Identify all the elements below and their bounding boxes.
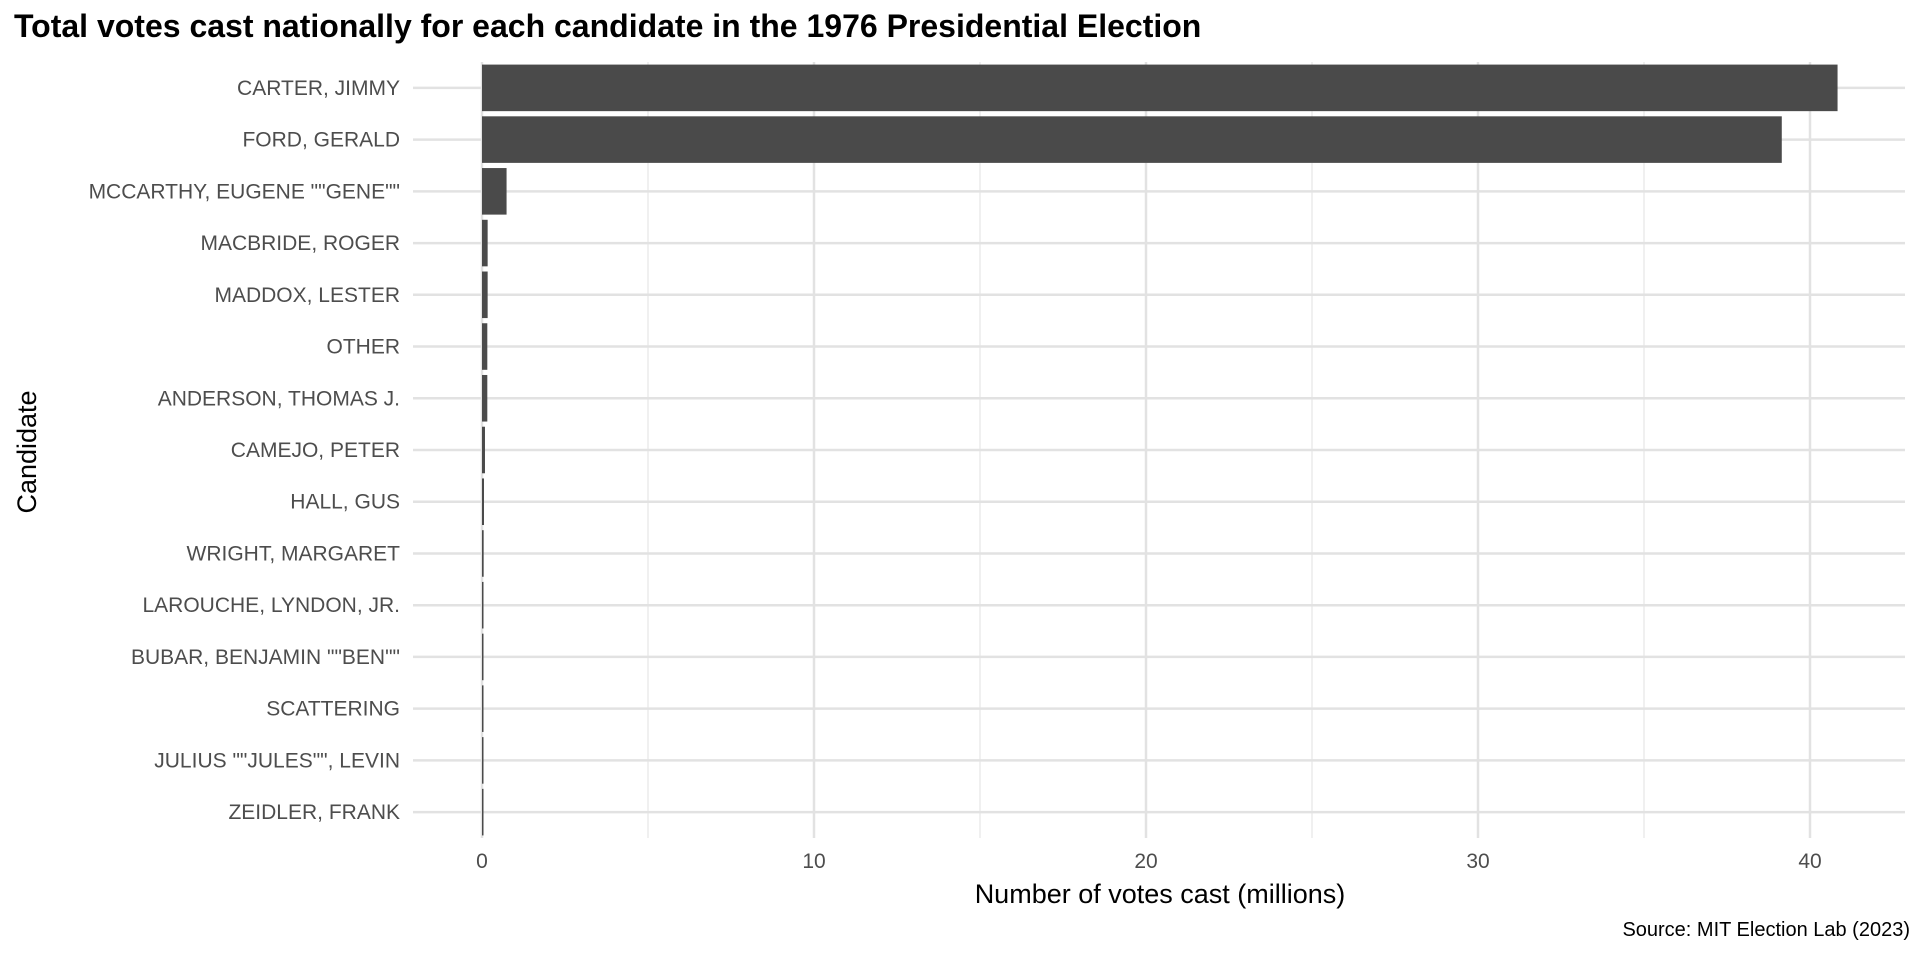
- bar: [482, 685, 484, 732]
- bar: [482, 581, 484, 629]
- y-tick-label: HALL, GUS: [290, 491, 400, 514]
- x-axis-title: Number of votes cast (millions): [975, 879, 1346, 909]
- bar: [482, 633, 484, 681]
- bar: [482, 737, 484, 784]
- chart-title: Total votes cast nationally for each can…: [14, 8, 1202, 44]
- x-tick-label: 30: [1466, 850, 1489, 873]
- y-tick-label: WRIGHT, MARGARET: [187, 542, 401, 565]
- y-tick-label: CARTER, JIMMY: [237, 77, 400, 100]
- y-tick-label: ANDERSON, THOMAS J.: [158, 387, 400, 410]
- y-tick-label: ZEIDLER, FRANK: [228, 801, 400, 824]
- y-tick-label: SCATTERING: [266, 698, 400, 721]
- bar: [482, 374, 488, 422]
- y-tick-label: CAMEJO, PETER: [231, 439, 400, 462]
- bar: [482, 478, 484, 526]
- x-tick-label: 20: [1134, 850, 1157, 873]
- y-tick-label: LAROUCHE, LYNDON, JR.: [143, 594, 401, 617]
- x-tick-label: 0: [476, 850, 488, 873]
- y-tick-label: BUBAR, BENJAMIN ""BEN"": [131, 646, 400, 669]
- bar: [482, 788, 484, 836]
- bar: [482, 426, 485, 474]
- y-tick-label: MACBRIDE, ROGER: [200, 232, 400, 255]
- y-axis-title: Candidate: [12, 390, 42, 513]
- y-tick-label: MADDOX, LESTER: [214, 284, 400, 307]
- grid-lines: [413, 62, 1905, 838]
- bar: [482, 116, 1782, 163]
- bar: [482, 530, 484, 577]
- source-caption: Source: MIT Election Lab (2023): [1622, 919, 1910, 941]
- bars: [482, 64, 1838, 836]
- y-tick-labels: CARTER, JIMMY FORD, GERALD MCCARTHY, EUGEN…: [89, 77, 401, 824]
- y-tick-label: JULIUS ""JULES"", LEVIN: [154, 749, 400, 772]
- x-tick-label: 10: [802, 850, 825, 873]
- bar: [482, 219, 488, 267]
- x-tick-labels: 0 10 20 30 40: [476, 850, 1822, 873]
- x-tick-label: 40: [1798, 850, 1821, 873]
- bar: [482, 323, 488, 370]
- y-tick-label: FORD, GERALD: [242, 129, 400, 152]
- bar: [482, 64, 1838, 112]
- y-tick-label: MCCARTHY, EUGENE ""GENE"": [89, 180, 400, 203]
- bar: [482, 271, 488, 319]
- y-tick-label: OTHER: [327, 336, 401, 359]
- bar: [482, 168, 507, 215]
